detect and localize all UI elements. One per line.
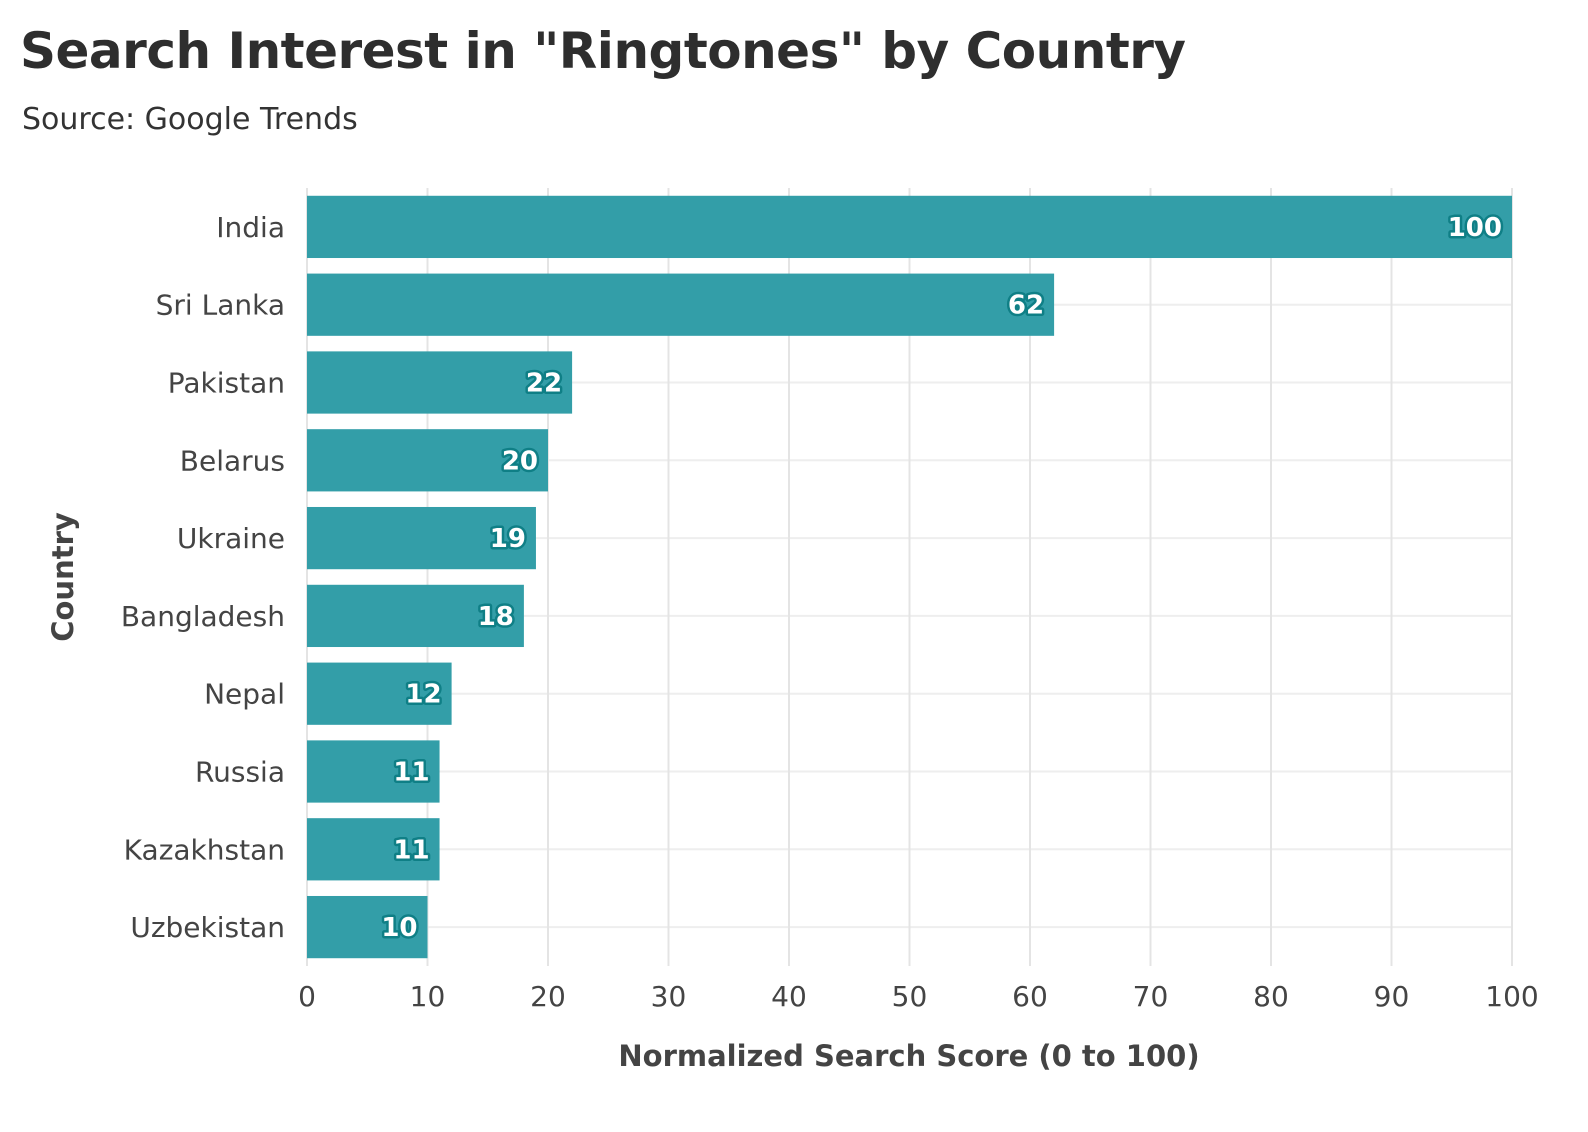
- x-tick-label: 20: [530, 980, 566, 1013]
- x-axis-title: Normalized Search Score (0 to 100): [618, 1039, 1199, 1073]
- x-tick-label: 40: [771, 980, 807, 1013]
- bar: [307, 429, 548, 492]
- chart-subtitle: Source: Google Trends: [22, 102, 358, 137]
- x-tick-label: 70: [1133, 980, 1169, 1013]
- y-tick-labels: India Sri Lanka Pakistan Belarus Ukraine Bang…: [121, 211, 285, 944]
- y-tick-label: Sri Lanka: [156, 289, 285, 322]
- bar: [307, 351, 573, 414]
- data-label: 11: [393, 835, 429, 865]
- y-tick-label: Uzbekistan: [130, 911, 285, 944]
- y-tick-label: Ukraine: [177, 522, 285, 555]
- x-tick-label: 60: [1012, 980, 1048, 1013]
- bar: [307, 506, 536, 570]
- x-tick-labels: 0 10 20 30 40 50 60 70 80 90 100: [298, 980, 1539, 1013]
- data-label: 10: [381, 913, 417, 943]
- data-label: 100: [1448, 213, 1502, 243]
- bar: [307, 895, 428, 959]
- data-label: 11: [393, 758, 429, 788]
- bar: [307, 584, 524, 648]
- y-tick-label: Kazakhstan: [124, 833, 285, 866]
- x-tick-label: 50: [892, 980, 928, 1013]
- y-tick-label: Russia: [195, 756, 285, 789]
- x-tick-label: 30: [651, 980, 687, 1013]
- bar: [307, 740, 440, 803]
- bar: [307, 273, 1055, 336]
- bar: [307, 818, 440, 881]
- x-tick-label: 10: [410, 980, 446, 1013]
- bar: [307, 195, 1512, 259]
- y-tick-label: India: [216, 211, 285, 244]
- data-labels: 100 62 22 20 19 18 12 11 11 10: [379, 210, 1505, 945]
- bar: [307, 662, 452, 725]
- y-tick-label: Nepal: [204, 678, 285, 711]
- data-label: 22: [526, 369, 562, 399]
- y-axis-title: Country: [46, 512, 80, 642]
- data-label: 19: [490, 524, 526, 554]
- x-tick-label: 100: [1485, 980, 1538, 1013]
- x-tick-label: 80: [1253, 980, 1289, 1013]
- data-label: 18: [478, 602, 514, 632]
- data-label: 20: [502, 446, 538, 476]
- x-tick-label: 0: [298, 980, 316, 1013]
- chart-title: Search Interest in "Ringtones" by Countr…: [20, 22, 1186, 80]
- x-tick-label: 90: [1374, 980, 1410, 1013]
- y-tick-label: Belarus: [180, 444, 285, 477]
- bars: [307, 195, 1512, 959]
- data-label: 62: [1008, 291, 1044, 321]
- y-tick-label: Bangladesh: [121, 600, 285, 633]
- data-label: 12: [405, 680, 441, 710]
- y-tick-label: Pakistan: [168, 367, 285, 400]
